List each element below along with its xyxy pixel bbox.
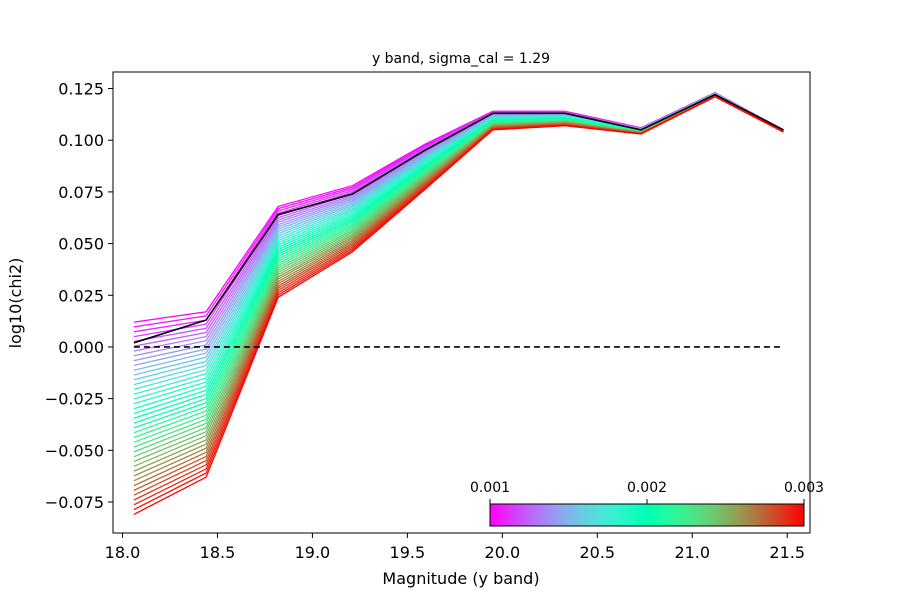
colorbar-tick-label: 0.002 [627, 480, 667, 496]
x-tick-label: 19.0 [295, 543, 331, 562]
y-tick-label: 0.000 [58, 338, 104, 357]
y-tick-label: 0.075 [58, 183, 104, 202]
x-axis: 18.0 18.5 19.0 19.5 20.0 20.5 21.0 21.5 [105, 533, 805, 562]
reference-series-line [133, 93, 784, 344]
family-line [133, 92, 784, 343]
x-tick-label: 20.0 [485, 543, 521, 562]
x-tick-label: 19.5 [390, 543, 426, 562]
y-tick-label: −0.050 [45, 441, 104, 460]
y-tick-label: −0.075 [45, 493, 104, 512]
x-tick-label: 21.5 [769, 543, 805, 562]
series-lines [133, 93, 784, 348]
y-axis-label: log10(chi2) [6, 258, 25, 349]
family-line [133, 93, 784, 400]
y-tick-label: 0.100 [58, 131, 104, 150]
colorbar-bar [489, 503, 805, 527]
family-line [133, 92, 784, 371]
x-tick-label: 18.5 [200, 543, 236, 562]
y-tick-label: −0.025 [45, 390, 104, 409]
x-tick-label: 21.0 [674, 543, 710, 562]
family-lines [133, 91, 784, 515]
y-tick-label: 0.125 [58, 80, 104, 99]
x-axis-label: Magnitude (y band) [382, 569, 539, 588]
y-tick-label: 0.050 [58, 235, 104, 254]
family-line [133, 95, 784, 487]
chart-title: y band, sigma_cal = 1.29 [372, 51, 550, 67]
y-axis: −0.075 −0.050 −0.025 0.000 0.025 0.050 0.075 0.… [45, 80, 113, 512]
family-line [133, 96, 784, 515]
x-tick-label: 20.5 [579, 543, 615, 562]
y-tick-label: 0.025 [58, 286, 104, 305]
colorbar-tick-label: 0.003 [784, 480, 824, 496]
colorbar: 0.001 0.002 0.003 [470, 480, 824, 527]
x-tick-label: 18.0 [105, 543, 141, 562]
plot-frame [112, 71, 811, 534]
colorbar-tick-label: 0.001 [470, 480, 510, 496]
family-line [133, 95, 784, 506]
